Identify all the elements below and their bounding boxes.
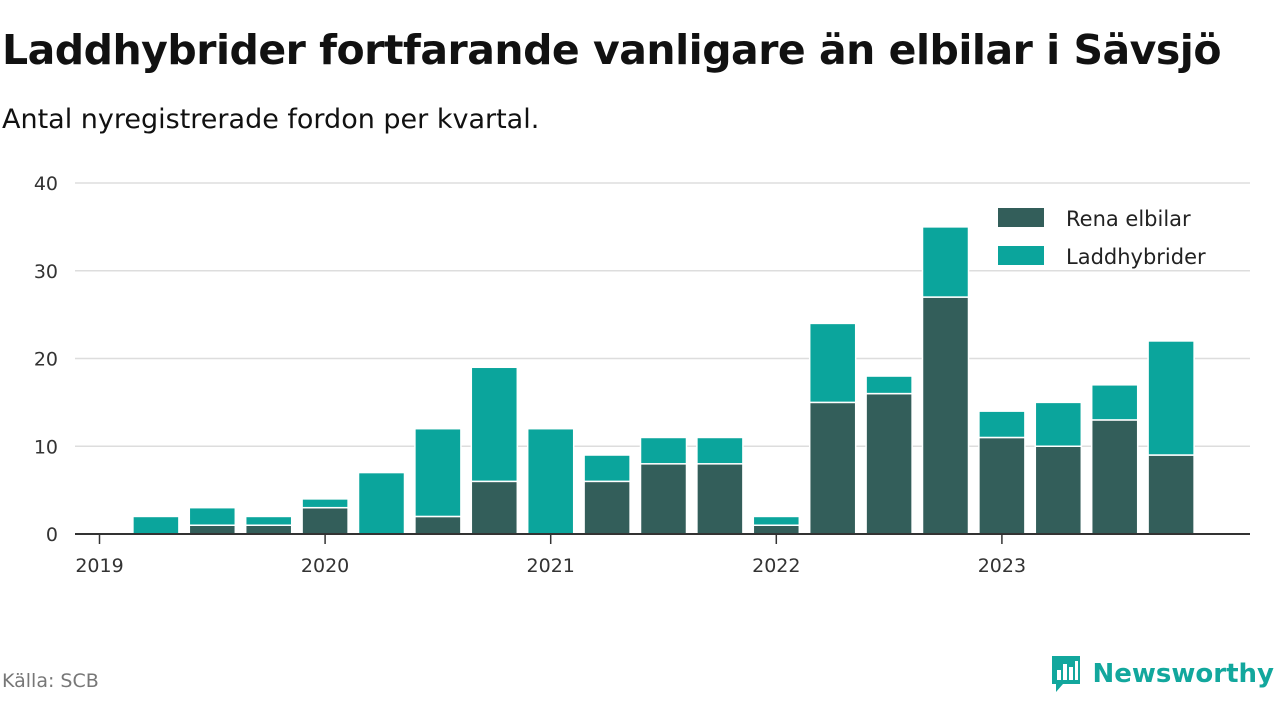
- bar-laddhybrider: 2022 Q1 – Laddhybrider: 1: [752, 515, 801, 526]
- x-axis: 2019 2020 2021 2022 2023: [75, 533, 1250, 577]
- bar-laddhybrider: 2023 Q3 – Laddhybrider: 4: [1090, 384, 1139, 421]
- source-note: Källa: SCB: [2, 670, 99, 692]
- bar-laddhybrider: 2020 Q2 – Laddhybrider: 7: [357, 471, 406, 535]
- y-axis-ticks: 0 10 20 30 40: [34, 173, 58, 546]
- x-tick-label: 2019: [75, 555, 123, 577]
- legend: Rena elbilar Laddhybrider: [998, 207, 1206, 269]
- bar-laddhybrider: 2021 Q4 – Laddhybrider: 3: [696, 436, 744, 465]
- y-tick-label: 10: [34, 436, 58, 458]
- bar-rena-elbilar: 2020 Q4 – Rena elbilar: 6: [470, 480, 519, 535]
- legend-swatch: [998, 208, 1044, 227]
- bar-laddhybrider: 2020 Q1 – Laddhybrider: 1: [301, 498, 349, 509]
- bar-rena-elbilar: 2021 Q3 – Rena elbilar: 8: [639, 463, 688, 535]
- bar-rena-elbilar: 2023 Q1 – Rena elbilar: 11: [978, 436, 1026, 535]
- y-tick-label: 30: [34, 261, 58, 283]
- x-tick-label: 2020: [301, 555, 349, 577]
- y-tick-label: 40: [34, 173, 58, 195]
- x-tick-label: 2021: [527, 555, 575, 577]
- brand-name: Newsworthy: [1092, 659, 1274, 689]
- bar-laddhybrider: 2022 Q2 – Laddhybrider: 9: [808, 322, 857, 404]
- legend-label: Rena elbilar: [1066, 207, 1191, 231]
- bar-laddhybrider: 2023 Q4 – Laddhybrider: 13: [1147, 340, 1195, 456]
- bar-rena-elbilar: 2020 Q1 – Rena elbilar: 3: [301, 506, 349, 535]
- bar-laddhybrider: 2019 Q2 – Laddhybrider: 2: [132, 515, 180, 535]
- bar-laddhybrider: 2021 Q3 – Laddhybrider: 3: [639, 436, 688, 465]
- bar-rena-elbilar: 2022 Q3 – Rena elbilar: 16: [865, 392, 913, 535]
- newsworthy-logo-icon: [1051, 656, 1080, 692]
- bar-laddhybrider: 2019 Q4 – Laddhybrider: 1: [244, 515, 293, 526]
- x-tick-label: 2023: [978, 555, 1026, 577]
- bar-rena-elbilar: 2022 Q2 – Rena elbilar: 15: [808, 401, 857, 535]
- bar-rena-elbilar: 2022 Q4 – Rena elbilar: 27: [921, 296, 970, 535]
- bar-laddhybrider: 2022 Q3 – Laddhybrider: 2: [865, 375, 913, 395]
- bar-laddhybrider: 2019 Q3 – Laddhybrider: 2: [188, 506, 237, 526]
- bar-rena-elbilar: 2023 Q3 – Rena elbilar: 13: [1090, 419, 1139, 535]
- bar-rena-elbilar: 2022 Q1 – Rena elbilar: 1: [752, 524, 801, 535]
- y-tick-label: 20: [34, 349, 58, 371]
- bar-laddhybrider: 2020 Q3 – Laddhybrider: 10: [414, 427, 462, 518]
- legend-label: Laddhybrider: [1066, 245, 1206, 269]
- bar-laddhybrider: 2022 Q4 – Laddhybrider: 8: [921, 226, 970, 298]
- bar-rena-elbilar: 2021 Q2 – Rena elbilar: 6: [583, 480, 631, 535]
- bar-rena-elbilar: 2023 Q4 – Rena elbilar: 9: [1147, 454, 1195, 535]
- bar-rena-elbilar: 2023 Q2 – Rena elbilar: 10: [1034, 445, 1083, 535]
- bar-laddhybrider: 2021 Q1 – Laddhybrider: 12: [526, 427, 575, 535]
- bar-rena-elbilar: 2020 Q3 – Rena elbilar: 2: [414, 515, 462, 535]
- chart-subtitle: Antal nyregistrerade fordon per kvartal.: [2, 104, 540, 135]
- bar-rena-elbilar: 2019 Q4 – Rena elbilar: 1: [244, 524, 293, 535]
- bar-rena-elbilar: 2019 Q3 – Rena elbilar: 1: [188, 524, 237, 535]
- brand[interactable]: Newsworthy: [1049, 654, 1274, 694]
- bar-laddhybrider: 2023 Q1 – Laddhybrider: 3: [978, 410, 1026, 439]
- chart-title: Laddhybrider fortfarande vanligare än el…: [2, 26, 1222, 74]
- bar-laddhybrider: 2021 Q2 – Laddhybrider: 3: [583, 454, 631, 483]
- x-tick-label: 2022: [752, 555, 800, 577]
- bars: 2019 Q2 – Laddhybrider: 2 2019 Q3 – Rena …: [132, 226, 1195, 535]
- bar-laddhybrider: 2023 Q2 – Laddhybrider: 5: [1034, 401, 1083, 447]
- y-tick-label: 0: [46, 524, 58, 546]
- bar-rena-elbilar: 2021 Q4 – Rena elbilar: 8: [696, 463, 744, 535]
- bar-laddhybrider: 2020 Q4 – Laddhybrider: 13: [470, 366, 519, 483]
- legend-swatch: [998, 246, 1044, 265]
